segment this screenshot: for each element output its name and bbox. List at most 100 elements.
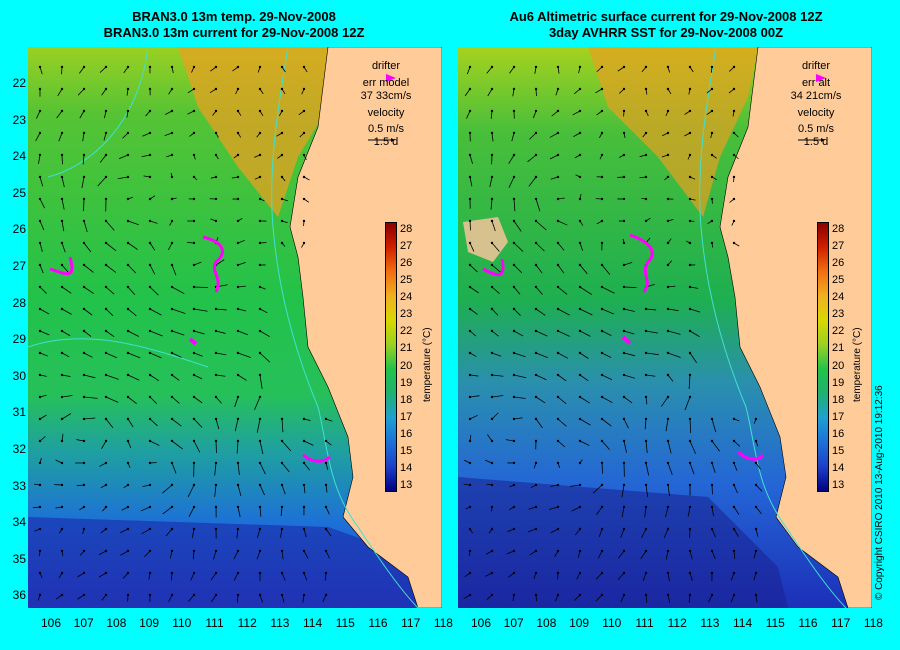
current-vector xyxy=(557,374,567,382)
current-vector-origin xyxy=(126,175,130,179)
current-vector xyxy=(105,286,115,295)
longitude-label: 106 xyxy=(470,616,492,630)
warm-coastal-water xyxy=(178,47,338,217)
current-vector-origin xyxy=(324,483,328,487)
current-vector-origin xyxy=(126,571,130,575)
current-vector xyxy=(169,550,173,559)
current-vector-origin xyxy=(468,285,472,289)
current-vector xyxy=(234,418,239,432)
left-colorbar-unit: temperature (°C) xyxy=(422,327,433,402)
current-vector-origin xyxy=(170,109,174,113)
right-legend: drifter err alt 34 21cm/s velocity 0.5 m… xyxy=(786,60,846,149)
current-vector-origin xyxy=(214,461,218,465)
current-vector-origin xyxy=(170,241,174,245)
current-vector xyxy=(325,506,330,515)
current-vector-origin xyxy=(600,307,604,311)
current-vector-origin xyxy=(236,153,240,157)
current-vector-origin xyxy=(490,197,494,201)
current-vector-origin xyxy=(754,505,758,509)
current-vector-origin xyxy=(578,175,582,179)
current-vector xyxy=(513,374,527,379)
current-vector xyxy=(733,550,736,559)
current-vector xyxy=(711,418,717,433)
current-vector xyxy=(281,594,285,603)
current-vector-origin xyxy=(666,593,670,597)
right-map-panel[interactable]: drifter err alt 34 21cm/s velocity 0.5 m… xyxy=(458,47,872,608)
current-vector xyxy=(61,176,65,188)
current-vector-origin xyxy=(578,483,582,487)
current-vector-origin xyxy=(666,87,670,91)
current-vector xyxy=(511,132,515,142)
current-vector-origin xyxy=(468,109,472,113)
current-vector xyxy=(490,198,493,210)
current-vector-origin xyxy=(578,285,582,289)
current-vector xyxy=(601,440,610,450)
current-vector-origin xyxy=(468,593,472,597)
latitude-label: 24 xyxy=(12,149,26,164)
drifter-track xyxy=(49,256,74,276)
longitude-label: 116 xyxy=(798,616,818,630)
current-vector-origin xyxy=(490,373,494,377)
current-vector-origin xyxy=(688,549,692,553)
current-vector-origin xyxy=(622,395,626,399)
current-vector xyxy=(469,395,480,398)
current-vector xyxy=(486,66,493,74)
current-vector-origin xyxy=(82,109,86,113)
current-vector-origin xyxy=(148,263,152,267)
current-vector-origin xyxy=(38,351,42,355)
current-vector xyxy=(689,330,700,338)
current-vector-origin xyxy=(644,197,648,201)
current-vector-origin xyxy=(578,417,582,421)
current-vector-origin xyxy=(104,241,108,245)
left-map-panel[interactable]: drifter err model 37 33cm/s velocity 0.5… xyxy=(28,47,442,608)
current-vector-origin xyxy=(578,549,582,553)
current-vector xyxy=(83,417,96,420)
current-vector xyxy=(642,572,647,581)
longitude-label: 109 xyxy=(569,616,590,630)
legend-err-label: err model xyxy=(362,77,410,89)
current-vector xyxy=(689,308,701,313)
current-vector-origin xyxy=(280,65,284,69)
current-vector-origin xyxy=(600,285,604,289)
current-vector-origin xyxy=(60,505,64,509)
current-vector-origin xyxy=(82,351,86,355)
current-vector-origin xyxy=(534,197,538,201)
current-vector-origin xyxy=(512,461,516,465)
current-vector-origin xyxy=(512,593,516,597)
current-vector xyxy=(570,484,581,487)
current-vector-origin xyxy=(578,505,582,509)
current-vector-origin xyxy=(126,549,130,553)
current-vector-origin xyxy=(512,505,516,509)
current-vector xyxy=(753,572,757,581)
current-vector-origin xyxy=(468,439,472,443)
longitude-label: 116 xyxy=(368,616,388,630)
current-vector xyxy=(579,440,590,446)
current-vector-origin xyxy=(578,571,582,575)
current-vector-origin xyxy=(60,351,64,355)
current-vector-origin xyxy=(126,153,130,157)
current-vector-origin xyxy=(82,593,86,597)
current-vector-origin xyxy=(534,87,538,91)
current-vector-origin xyxy=(126,395,130,399)
colorbar-tick-label: 27 xyxy=(832,240,845,253)
current-vector-origin xyxy=(60,527,64,531)
current-vector xyxy=(170,572,173,581)
current-vector-origin xyxy=(192,527,196,531)
current-vector xyxy=(149,418,158,427)
current-vector xyxy=(140,506,151,512)
current-vector xyxy=(557,440,566,448)
current-vector-origin xyxy=(302,461,306,465)
current-vector-origin xyxy=(512,197,516,201)
current-vector-origin xyxy=(170,549,174,553)
current-vector xyxy=(81,176,85,189)
current-vector-origin xyxy=(104,131,108,135)
current-vector-origin xyxy=(622,549,626,553)
current-vector-origin xyxy=(534,219,538,223)
current-vector-origin xyxy=(170,527,174,531)
current-vector xyxy=(233,550,239,560)
current-vector-origin xyxy=(280,571,284,575)
current-vector-origin xyxy=(38,241,42,245)
current-vector-origin xyxy=(148,549,152,553)
current-vector xyxy=(233,572,239,581)
current-vector-origin xyxy=(60,153,64,157)
